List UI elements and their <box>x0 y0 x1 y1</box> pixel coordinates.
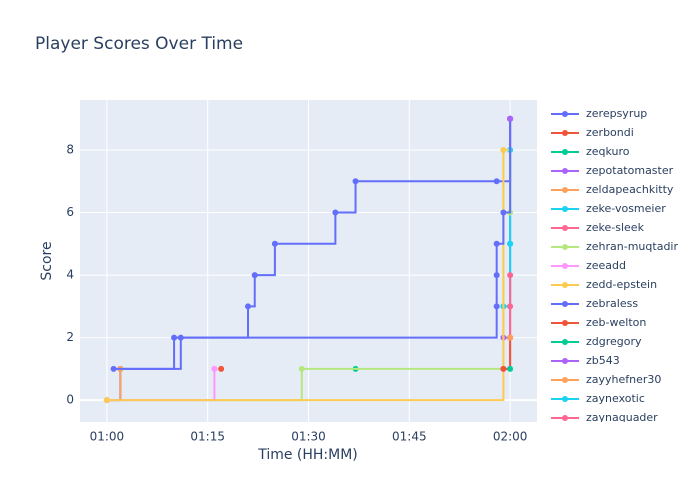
legend-label: zaynexotic <box>586 392 645 405</box>
legend-marker <box>562 206 568 212</box>
x-tick-label: 01:45 <box>392 430 427 444</box>
legend-label: zaynaquader <box>586 411 658 424</box>
legend-marker <box>562 111 568 117</box>
y-tick-label: 2 <box>66 330 74 344</box>
legend-label: zerepsyrup <box>586 107 647 120</box>
data-point <box>507 334 514 341</box>
x-tick-label: 01:00 <box>90 430 125 444</box>
legend-label: zedd-epstein <box>586 278 657 291</box>
data-point <box>110 365 117 372</box>
y-tick-label: 0 <box>66 393 74 407</box>
chart-title: Player Scores Over Time <box>35 34 243 54</box>
legend-marker <box>562 187 568 193</box>
legend-marker <box>562 282 568 288</box>
legend-label: zb543 <box>586 354 620 367</box>
legend-label: zayyhefner30 <box>586 373 661 386</box>
data-point <box>493 178 500 185</box>
data-point <box>211 365 218 372</box>
y-tick-label: 8 <box>66 143 74 157</box>
legend-label: zeke-vosmeier <box>586 202 666 215</box>
legend-marker <box>562 244 568 250</box>
legend-marker <box>562 396 568 402</box>
x-axis-title: Time (HH:MM) <box>257 447 358 463</box>
data-point <box>171 334 178 341</box>
y-axis-title: Score <box>39 241 55 280</box>
legend-marker <box>562 263 568 269</box>
data-point <box>177 334 184 341</box>
legend-marker <box>562 339 568 345</box>
legend-marker <box>562 415 568 421</box>
data-point <box>352 178 359 185</box>
legend-label: zerbondi <box>586 126 634 139</box>
data-point <box>271 240 278 247</box>
data-point <box>507 303 514 310</box>
legend-label: zehran-muqtadir <box>586 240 678 253</box>
data-point <box>218 365 225 372</box>
data-point <box>332 209 339 216</box>
legend-marker <box>562 377 568 383</box>
data-point <box>298 365 305 372</box>
legend-marker <box>562 168 568 174</box>
data-point <box>507 365 514 372</box>
legend-label: zdgregory <box>586 335 642 348</box>
x-tick-label: 02:00 <box>493 430 528 444</box>
legend-marker <box>562 358 568 364</box>
data-point <box>500 365 507 372</box>
legend-label: zeke-sleek <box>586 221 645 234</box>
x-tick-label: 01:30 <box>291 430 326 444</box>
data-point <box>500 147 507 154</box>
legend-marker <box>562 149 568 155</box>
data-point <box>500 209 507 216</box>
y-tick-label: 4 <box>66 268 74 282</box>
data-point <box>507 272 514 279</box>
legend-label: zeldapeachkitty <box>586 183 674 196</box>
data-point <box>493 272 500 279</box>
legend-marker <box>562 320 568 326</box>
plot <box>103 115 514 404</box>
legend-label: zebraless <box>586 297 638 310</box>
legend-label: zepotatomaster <box>586 164 674 177</box>
data-point <box>507 240 514 247</box>
legend-label: zeb-welton <box>586 316 646 329</box>
data-point <box>507 115 514 122</box>
legend-marker <box>562 130 568 136</box>
legend-marker <box>562 301 568 307</box>
data-point <box>493 303 500 310</box>
x-tick-label: 01:15 <box>190 430 225 444</box>
legend: zerepsyrup zerbondi zeqkuro zepotatomaster z… <box>551 107 678 424</box>
y-tick-label: 6 <box>66 205 74 219</box>
data-point <box>251 272 258 279</box>
data-point <box>493 240 500 247</box>
legend-label: zeqkuro <box>586 145 630 158</box>
legend-marker <box>562 225 568 231</box>
data-point <box>245 303 252 310</box>
data-point <box>103 397 110 404</box>
legend-label: zeeadd <box>586 259 626 272</box>
